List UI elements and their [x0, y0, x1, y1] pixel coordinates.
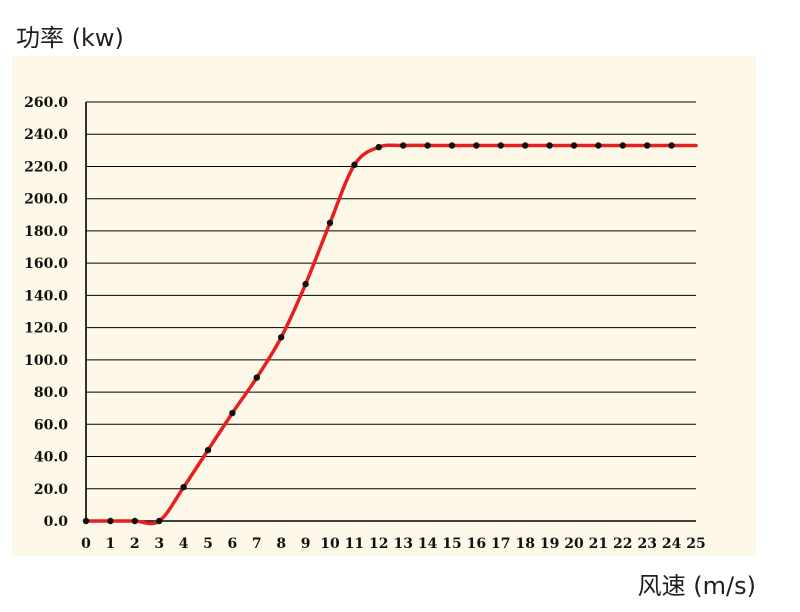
- data-point: [619, 142, 626, 149]
- y-axis-label: 功率 (kw): [16, 24, 124, 52]
- data-point: [448, 142, 456, 149]
- data-point: [156, 517, 163, 525]
- x-tick-label: 18: [515, 536, 534, 552]
- x-tick-label: 9: [301, 536, 311, 552]
- y-tick-label: 80.0: [34, 385, 68, 401]
- data-point: [326, 219, 334, 227]
- x-tick-label: 2: [130, 536, 140, 552]
- plot-background: [12, 56, 756, 556]
- x-tick-label: 5: [203, 536, 213, 552]
- x-tick-label: 3: [154, 536, 164, 552]
- x-tick-label: 8: [276, 536, 286, 552]
- y-tick-label: 240.0: [24, 127, 68, 143]
- x-tick-label: 21: [589, 536, 608, 552]
- x-tick-label: 15: [442, 536, 461, 552]
- y-tick-label: 20.0: [34, 482, 68, 498]
- data-point: [253, 374, 260, 381]
- data-point: [375, 143, 382, 151]
- x-tick-label: 16: [467, 536, 486, 552]
- data-point: [570, 142, 578, 149]
- x-axis-label: 风速 (m/s): [637, 572, 756, 600]
- data-point: [302, 280, 309, 288]
- y-tick-label: 260.0: [24, 95, 68, 111]
- x-tick-label: 12: [369, 536, 388, 552]
- y-tick-label: 200.0: [24, 192, 68, 208]
- x-tick-label: 1: [106, 536, 116, 552]
- data-point: [595, 142, 602, 149]
- x-tick-label: 20: [564, 536, 584, 552]
- data-point: [131, 517, 138, 525]
- data-point: [522, 142, 529, 149]
- x-tick-label: 22: [613, 536, 632, 552]
- data-point: [644, 142, 651, 149]
- grid-lines: [85, 101, 696, 522]
- y-tick-label: 160.0: [24, 256, 68, 272]
- y-tick-label: 40.0: [34, 450, 68, 466]
- x-tick-label: 0: [81, 536, 91, 552]
- y-tick-label: 60.0: [34, 417, 68, 433]
- x-tick-label: 25: [686, 536, 705, 552]
- y-tick-label: 220.0: [24, 159, 68, 175]
- x-tick-label: 17: [491, 536, 510, 552]
- x-tick-label: 24: [662, 536, 682, 552]
- y-tick-label: 100.0: [24, 353, 68, 369]
- data-point: [473, 142, 480, 149]
- data-point: [668, 142, 675, 149]
- y-tick-label: 180.0: [24, 224, 68, 240]
- data-point: [204, 446, 212, 454]
- y-tick-label: 120.0: [24, 321, 68, 337]
- data-point: [351, 161, 358, 169]
- x-tick-label: 19: [540, 536, 559, 552]
- x-tick-label: 14: [418, 536, 438, 552]
- x-tick-label: 23: [637, 536, 656, 552]
- x-tick-label: 13: [393, 536, 412, 552]
- x-tick-label: 6: [228, 536, 238, 552]
- data-point: [400, 142, 407, 149]
- x-tick-labels: 0 1 2 3 4 5 6 7 8 9 10 11 12 13 14 15 16 17 18 19 20 21 22 23 24…: [81, 536, 706, 552]
- x-tick-label: 4: [179, 536, 189, 552]
- data-markers: [82, 142, 675, 525]
- y-tick-label: 140.0: [24, 288, 68, 304]
- data-point: [424, 142, 431, 149]
- data-point: [546, 142, 553, 149]
- data-point: [180, 483, 187, 491]
- x-tick-label: 7: [252, 536, 262, 552]
- y-tick-labels: 0.0 20.0 40.0 60.0 80.0 100.0 120.0 140.0 160.0 1…: [24, 95, 68, 530]
- x-tick-label: 11: [345, 536, 364, 552]
- y-tick-label: 0.0: [44, 514, 69, 530]
- data-point: [278, 334, 285, 341]
- data-point: [497, 142, 504, 149]
- data-point: [107, 517, 114, 525]
- data-point: [82, 517, 90, 525]
- x-tick-label: 10: [320, 536, 340, 552]
- data-point: [229, 409, 236, 417]
